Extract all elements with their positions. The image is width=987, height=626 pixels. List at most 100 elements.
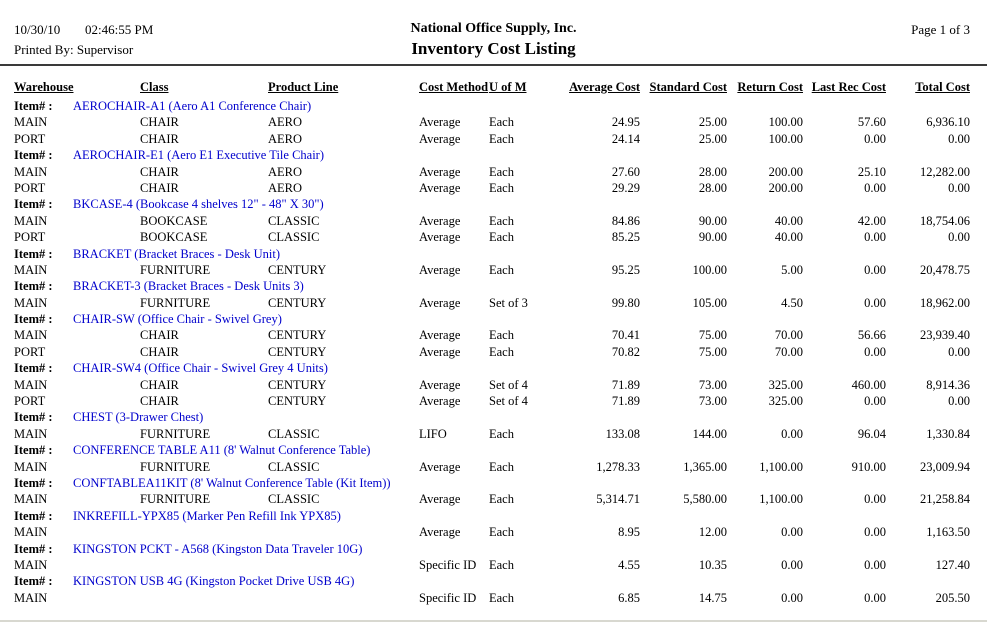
print-time: 02:46:55 PM — [85, 22, 154, 37]
cell-standard-cost: 14.75 — [698, 590, 727, 605]
cell-product-line: CENTURY — [268, 328, 327, 343]
cell-last-rec-cost: 0.00 — [864, 230, 886, 245]
cell-class — [140, 556, 268, 572]
col-header-standard-cost: Standard Cost — [649, 79, 727, 94]
item-link[interactable]: KINGSTON PCKT - A568 (Kingston Data Trav… — [73, 541, 363, 556]
cell-class — [140, 589, 268, 605]
table-row: PORT CHAIR CENTURY Average Set of 4 71.89 73.0… — [0, 392, 987, 408]
table-row: MAIN BOOKCASE CLASSIC Average Each 84.86 90.00… — [0, 212, 987, 228]
cell-cost-method: Average — [419, 459, 461, 474]
cell-total-cost: 18,754.06 — [920, 213, 970, 228]
cell-class: CHAIR — [140, 328, 179, 343]
cell-total-cost: 23,939.40 — [920, 328, 970, 343]
report-table-body: Item# : AEROCHAIR-A1 (Aero A1 Conference … — [0, 97, 987, 605]
cell-average-cost: 1,278.33 — [596, 459, 640, 474]
cell-total-cost: 20,478.75 — [920, 262, 970, 277]
item-link[interactable]: BRACKET-3 (Bracket Braces - Desk Units 3… — [73, 279, 304, 294]
item-link[interactable]: CHEST (3-Drawer Chest) — [73, 410, 204, 425]
cell-total-cost: 23,009.94 — [920, 459, 970, 474]
cell-return-cost: 1,100.00 — [759, 492, 803, 507]
cell-warehouse: PORT — [14, 131, 46, 146]
cell-last-rec-cost: 25.10 — [857, 164, 886, 179]
cell-average-cost: 70.82 — [611, 344, 640, 359]
cell-cost-method: Average — [419, 344, 461, 359]
cell-return-cost: 5.00 — [781, 262, 803, 277]
cell-last-rec-cost: 0.00 — [864, 180, 886, 195]
cell-standard-cost: 100.00 — [692, 262, 727, 277]
table-row: MAIN FURNITURE CLASSIC Average Each 1,278.33 1… — [0, 458, 987, 474]
item-number-label: Item# : — [14, 99, 53, 114]
table-row: MAIN FURNITURE CLASSIC LIFO Each 133.08 144.00… — [0, 425, 987, 441]
item-number-label: Item# : — [14, 246, 53, 261]
cell-uofm: Each — [489, 213, 514, 228]
cell-return-cost: 200.00 — [768, 180, 803, 195]
cell-standard-cost: 90.00 — [698, 230, 727, 245]
cell-cost-method: Average — [419, 180, 461, 195]
item-number-label: Item# : — [14, 312, 53, 327]
item-link[interactable]: BKCASE-4 (Bookcase 4 shelves 12" - 48" X… — [73, 197, 324, 212]
item-link[interactable]: KINGSTON USB 4G (Kingston Pocket Drive U… — [73, 574, 355, 589]
cell-warehouse: MAIN — [14, 262, 48, 277]
print-datetime: 10/30/10 02:46:55 PM — [14, 22, 153, 38]
cell-uofm: Set of 3 — [489, 295, 528, 310]
company-name: National Office Supply, Inc. — [410, 21, 577, 36]
cell-uofm: Each — [489, 230, 514, 245]
cell-warehouse: MAIN — [14, 459, 48, 474]
cell-warehouse: MAIN — [14, 557, 48, 572]
print-date: 10/30/10 — [14, 22, 61, 37]
item-link[interactable]: INKREFILL-YPX85 (Marker Pen Refill Ink Y… — [73, 508, 341, 523]
cell-return-cost: 100.00 — [768, 115, 803, 130]
item-row: Item# : BKCASE-4 (Bookcase 4 shelves 12" … — [0, 195, 987, 211]
cell-warehouse: MAIN — [14, 295, 48, 310]
cell-return-cost: 40.00 — [774, 230, 803, 245]
item-link[interactable]: CONFERENCE TABLE A11 (8' Walnut Conferen… — [73, 443, 371, 458]
cell-uofm: Each — [489, 115, 514, 130]
report-title: Inventory Cost Listing — [411, 39, 576, 58]
cell-uofm: Each — [489, 459, 514, 474]
cell-return-cost: 70.00 — [774, 328, 803, 343]
col-header-uofm: U of M — [489, 79, 527, 94]
cell-standard-cost: 75.00 — [698, 328, 727, 343]
col-header-last-rec-cost: Last Rec Cost — [811, 79, 886, 94]
item-link[interactable]: AEROCHAIR-A1 (Aero A1 Conference Chair) — [73, 99, 312, 114]
cell-product-line — [268, 556, 419, 572]
cell-product-line — [268, 523, 419, 539]
cell-product-line: CLASSIC — [268, 459, 320, 474]
cell-cost-method: Specific ID — [419, 590, 477, 605]
cell-product-line: CLASSIC — [268, 492, 320, 507]
cell-last-rec-cost: 910.00 — [851, 459, 886, 474]
item-link[interactable]: BRACKET (Bracket Braces - Desk Unit) — [73, 246, 281, 261]
col-header-cost-method: Cost Method — [419, 79, 489, 94]
cell-product-line — [268, 589, 419, 605]
cell-uofm: Each — [489, 328, 514, 343]
item-link[interactable]: CHAIR-SW (Office Chair - Swivel Grey) — [73, 312, 282, 327]
cell-class: FURNITURE — [140, 262, 211, 277]
item-link[interactable]: AEROCHAIR-E1 (Aero E1 Executive Tile Cha… — [73, 148, 325, 163]
cell-last-rec-cost: 0.00 — [864, 492, 886, 507]
cell-last-rec-cost: 0.00 — [864, 557, 886, 572]
table-row: MAIN FURNITURE CENTURY Average Set of 3 99.80… — [0, 294, 987, 310]
cell-total-cost: 0.00 — [948, 344, 970, 359]
cell-product-line: CENTURY — [268, 377, 327, 392]
cell-warehouse: MAIN — [14, 115, 48, 130]
cell-average-cost: 8.95 — [618, 525, 640, 540]
table-row: MAIN Specific ID Each 4.55 10.35 0.00 0.00 127.… — [0, 556, 987, 572]
cell-total-cost: 1,163.50 — [926, 525, 970, 540]
item-link[interactable]: CONFTABLEA11KIT (8' Walnut Conference Ta… — [73, 476, 391, 490]
item-row: Item# : KINGSTON USB 4G (Kingston Pocket … — [0, 572, 987, 588]
cell-uofm: Set of 4 — [489, 394, 528, 409]
cell-uofm: Each — [489, 131, 514, 146]
cell-standard-cost: 1,365.00 — [683, 459, 727, 474]
cell-class: FURNITURE — [140, 295, 211, 310]
cell-average-cost: 95.25 — [611, 262, 640, 277]
item-number-label: Item# : — [14, 279, 53, 294]
cell-uofm: Each — [489, 492, 514, 507]
cell-total-cost: 205.50 — [935, 590, 970, 605]
cell-standard-cost: 5,580.00 — [683, 492, 727, 507]
cell-cost-method: Average — [419, 525, 461, 540]
item-link[interactable]: CHAIR-SW4 (Office Chair - Swivel Grey 4 … — [73, 361, 328, 376]
item-number-label: Item# : — [14, 508, 53, 523]
cell-warehouse: MAIN — [14, 164, 48, 179]
cell-warehouse: PORT — [14, 344, 46, 359]
cell-return-cost: 200.00 — [768, 164, 803, 179]
